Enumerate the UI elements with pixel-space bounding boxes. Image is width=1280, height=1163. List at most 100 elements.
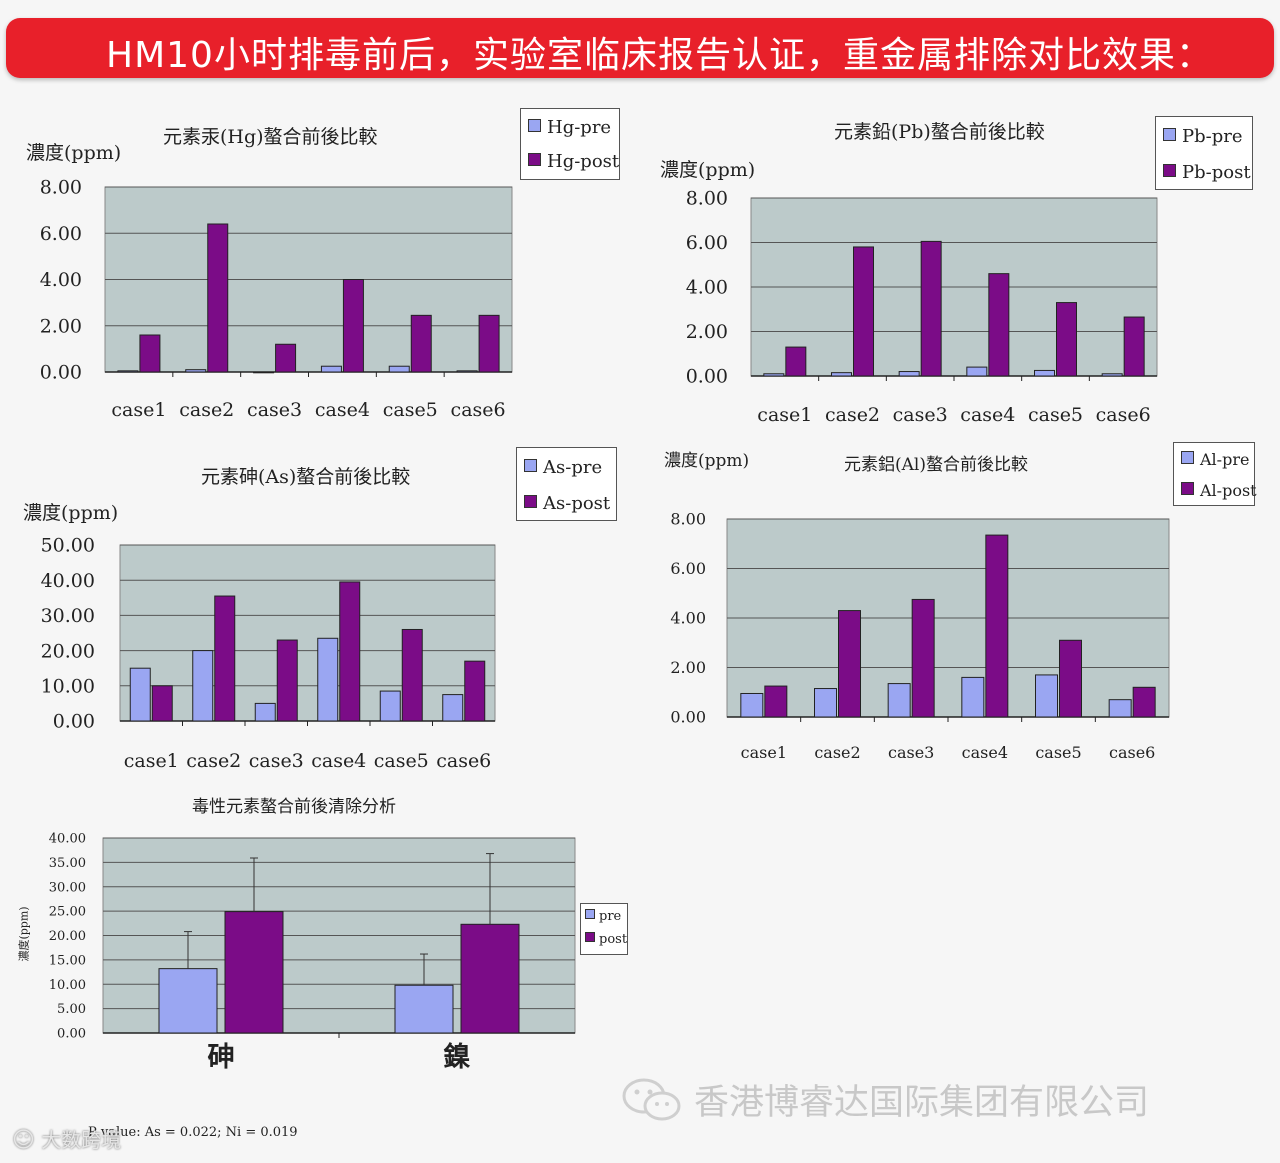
as-bar-post — [276, 639, 298, 722]
pb-ytick-label: 8.00 — [686, 188, 728, 210]
as-bar-pre — [317, 637, 339, 722]
summary-category-label: 砷 — [208, 1042, 235, 1073]
al-legend-pre: Al-pre — [1181, 450, 1249, 469]
pb-category-label: case4 — [960, 404, 1015, 426]
as-plot-area — [119, 544, 496, 722]
pre-swatch — [524, 459, 537, 472]
as-category-label: case3 — [249, 750, 304, 772]
wechat-icon — [622, 1078, 681, 1121]
pb-bar-post — [1123, 316, 1145, 377]
al-ytick-label: 6.00 — [670, 559, 706, 578]
as-category-label: case5 — [374, 750, 429, 772]
as-ytick-label: 0.00 — [53, 711, 95, 733]
pb-category-label: case3 — [893, 404, 948, 426]
hg-bar-pre — [253, 371, 275, 374]
as-bar-pre — [129, 667, 151, 722]
al-category-label: case4 — [962, 743, 1008, 762]
summary-ytick-label: 30.00 — [49, 880, 86, 895]
summary-ytick-label: 25.00 — [49, 905, 86, 920]
summary-chart-title: 毒性元素螯合前後清除分析 — [192, 797, 396, 817]
header-banner: HM10小时排毒前后，实验室临床报告认证，重金属排除对比效果： — [6, 18, 1274, 78]
pb-bar-post — [988, 273, 1010, 377]
as-category-label: case4 — [311, 750, 366, 772]
pre-swatch — [528, 119, 541, 132]
as-legend-pre: As-pre — [524, 457, 602, 478]
pb-ytick-label: 4.00 — [686, 277, 728, 299]
post-swatch — [585, 932, 595, 942]
al-bar-post — [764, 685, 788, 718]
hg-legend-pre: Hg-pre — [528, 117, 611, 138]
hg-ytick-label: 0.00 — [40, 362, 82, 384]
al-bar-post — [1059, 639, 1082, 718]
hg-ytick-label: 8.00 — [40, 177, 82, 199]
pb-category-label: case1 — [757, 404, 812, 426]
post-swatch — [524, 495, 537, 508]
summary-ytick-label: 10.00 — [49, 978, 86, 993]
as-legend-post-label: As-post — [543, 493, 611, 514]
pb-bar-post — [853, 246, 874, 377]
al-ytick-label: 0.00 — [670, 708, 706, 727]
summary-legend-pre-label: pre — [599, 909, 622, 924]
corner-watermark-text: 大数跨境 — [41, 1128, 122, 1152]
summary-ytick-label: 5.00 — [57, 1002, 86, 1017]
p-value-footnote: P value: As = 0.022; Ni = 0.019 — [88, 1125, 298, 1140]
pb-bar-pre — [898, 371, 920, 377]
as-ylabel: 濃度(ppm) — [23, 502, 119, 524]
pb-category-label: case2 — [825, 404, 880, 426]
pb-legend-pre-label: Pb-pre — [1182, 126, 1243, 147]
hg-bar-post — [207, 223, 229, 373]
al-ytick-label: 2.00 — [670, 658, 706, 677]
summary-bar-post — [460, 923, 520, 1034]
summary-bar-pre — [158, 968, 218, 1034]
hg-legend: Hg-pre Hg-post — [520, 108, 620, 180]
pre-swatch — [1163, 128, 1176, 141]
hg-bar-post — [275, 343, 297, 373]
al-category-label: case5 — [1035, 743, 1081, 762]
hg-category-label: case4 — [315, 399, 370, 421]
pre-swatch — [585, 909, 595, 919]
as-ytick-label: 50.00 — [41, 535, 95, 557]
pb-legend-post: Pb-post — [1163, 162, 1251, 183]
as-ytick-label: 30.00 — [41, 605, 95, 627]
al-legend-post: Al-post — [1181, 481, 1257, 500]
al-bar-pre — [1035, 674, 1058, 718]
hg-category-label: case2 — [179, 399, 234, 421]
pre-swatch — [1181, 451, 1194, 464]
hg-ytick-label: 6.00 — [40, 223, 82, 245]
summary-category-label: 鎳 — [444, 1041, 471, 1073]
hg-legend-post: Hg-post — [528, 151, 619, 172]
al-bar-pre — [814, 688, 837, 718]
hg-category-label: case1 — [111, 399, 166, 421]
summary-ylabel: 濃度(ppm) — [17, 906, 31, 962]
as-legend: As-pre As-post — [516, 447, 617, 521]
summary-bar-pre — [394, 984, 454, 1034]
summary-legend-post-label: post — [599, 932, 628, 947]
company-watermark: 香港博睿达国际集团有限公司 — [694, 1083, 1150, 1123]
as-chart-title: 元素砷(As)螯合前後比較 — [201, 466, 411, 488]
pb-bar-pre — [763, 373, 785, 377]
summary-legend-post: post — [585, 932, 627, 947]
hg-bar-pre — [117, 370, 139, 373]
as-legend-pre-label: As-pre — [543, 457, 603, 478]
pb-ytick-label: 0.00 — [686, 366, 728, 388]
summary-ytick-label: 35.00 — [49, 856, 86, 871]
as-bar-post — [339, 581, 361, 722]
hg-bar-pre — [185, 369, 207, 373]
pb-legend-post-label: Pb-post — [1182, 162, 1251, 183]
as-bar-pre — [379, 690, 401, 722]
pb-legend: Pb-pre Pb-post — [1155, 116, 1253, 190]
al-bar-post — [911, 598, 935, 718]
al-chart-title: 元素鋁(Al)螯合前後比較 — [844, 455, 1028, 475]
as-bar-post — [214, 595, 236, 722]
summary-ytick-label: 20.00 — [49, 929, 86, 944]
hg-chart-title: 元素汞(Hg)螯合前後比較 — [163, 126, 378, 148]
as-ytick-label: 40.00 — [41, 570, 95, 592]
pb-bar-post — [1056, 302, 1077, 377]
al-bar-post — [838, 610, 861, 718]
hg-category-label: case5 — [383, 399, 438, 421]
summary-legend-pre: pre — [585, 909, 621, 924]
hg-legend-post-label: Hg-post — [547, 151, 620, 172]
al-bar-pre — [887, 683, 911, 718]
al-category-label: case1 — [741, 743, 787, 762]
